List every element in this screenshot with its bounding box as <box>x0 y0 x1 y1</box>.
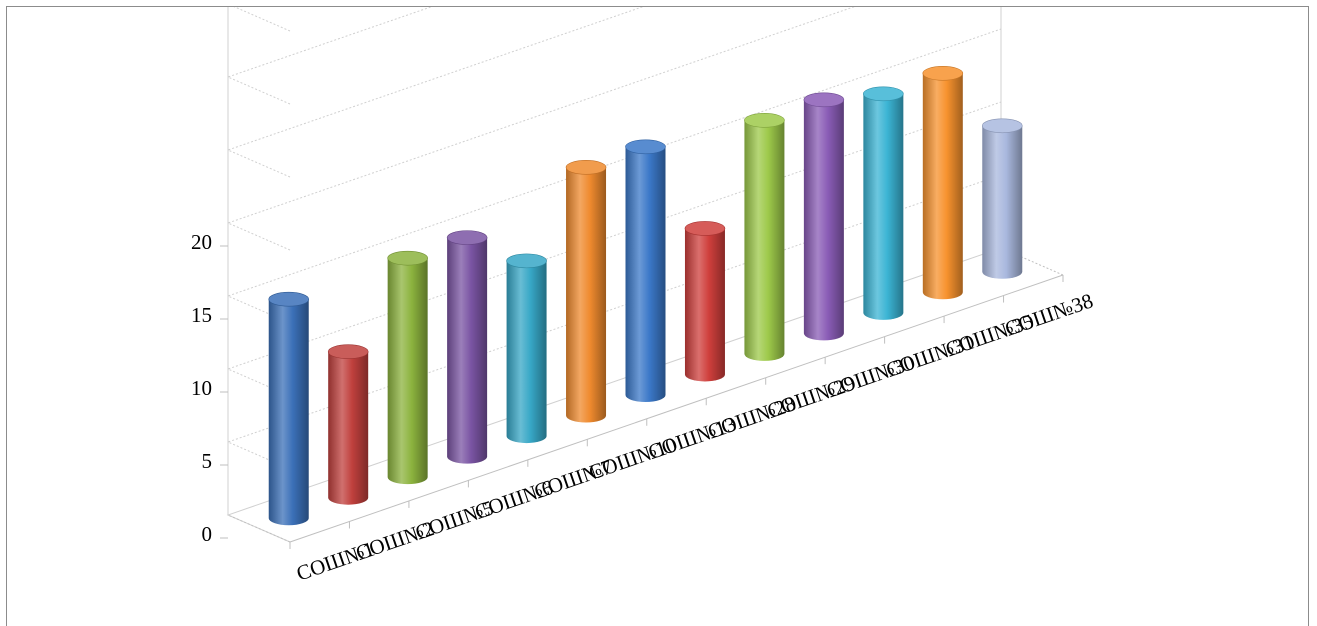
x-category-label: СОШ№38 <box>1002 288 1096 340</box>
y-tick-label: 10 <box>191 376 212 400</box>
bar <box>981 118 1023 279</box>
bar <box>387 250 428 485</box>
x-axis-line <box>289 274 1064 543</box>
gridline <box>226 7 855 251</box>
bar <box>863 86 904 320</box>
gridline <box>226 247 1002 543</box>
bar <box>506 253 547 444</box>
chart-frame: 0 5 10 15 20 СОШ№1 СОШ№2 СОШ№5 СОШ№6 СОШ№7 СОШ№10… <box>6 6 1309 626</box>
bar <box>684 221 726 382</box>
bar <box>446 230 488 464</box>
gridlines <box>226 7 1002 543</box>
bar <box>744 113 785 361</box>
bar <box>327 344 369 505</box>
x-axis-tick-marks <box>289 275 1064 549</box>
bar <box>625 139 666 402</box>
bar <box>565 160 607 423</box>
bar <box>803 92 845 341</box>
gridline <box>233 7 291 32</box>
bar <box>268 291 310 526</box>
gridline <box>226 174 1002 470</box>
y-axis-tick-labels: 0 5 10 15 20 <box>191 230 228 546</box>
y-tick-label: 5 <box>202 449 213 473</box>
bars <box>268 66 1023 526</box>
y-tick-label: 20 <box>191 230 212 254</box>
gridline <box>226 28 1002 324</box>
y-tick-label: 15 <box>191 303 212 327</box>
gridline <box>226 101 1002 397</box>
y-tick-label: 0 <box>202 522 213 546</box>
floor-left-edge <box>227 514 291 543</box>
bar <box>922 66 964 300</box>
